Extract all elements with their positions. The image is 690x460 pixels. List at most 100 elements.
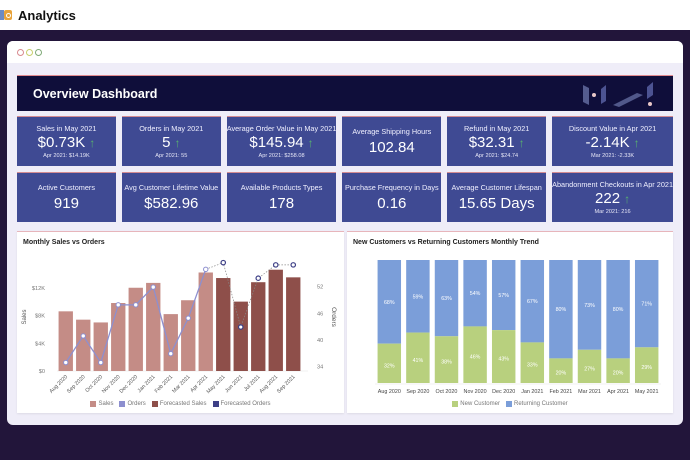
returning-customer-bar (634, 260, 659, 348)
new-pct-label: 20% (556, 371, 567, 377)
kpi-card: Average Shipping Hours 102.84 (342, 116, 442, 166)
legend-item[interactable]: Orders (119, 401, 146, 407)
x-tick-label: Mar 2021 (171, 374, 191, 394)
kpi-title: Avg Customer Lifetime Value (124, 182, 219, 192)
new-customer-bar (520, 342, 545, 383)
kpi-value-row: $32.31 ↑ (469, 134, 525, 152)
minimize-window-button[interactable] (26, 48, 33, 56)
kpi-comparison: Apr 2021: 55 (155, 153, 188, 159)
x-tick-label: Sep 2020 (66, 374, 87, 395)
maximize-window-button[interactable] (35, 48, 42, 56)
new-pct-label: 20% (613, 371, 624, 377)
kpi-card: Available Products Types 178 (226, 172, 337, 222)
y-tick-label: $0 (39, 369, 45, 375)
kpi-card: Avg Customer Lifetime Value $582.96 (121, 172, 221, 222)
returning-customer-bar (434, 260, 459, 337)
kpi-value-row: 15.65 Days (459, 195, 535, 213)
window-toolbar (7, 41, 683, 63)
orders-point (80, 333, 86, 339)
chart-legend: New Customer Returning Customer (347, 401, 673, 407)
returning-pct-label: 71% (641, 302, 652, 308)
new-customer-bar (377, 343, 402, 383)
kpi-title: Available Products Types (240, 182, 323, 192)
kpi-title: Discount Value in Apr 2021 (568, 124, 657, 133)
kpi-card: Refund in May 2021 $32.31 ↑ Apr 2021: $24.7… (447, 116, 547, 166)
kpi-card: Orders in May 2021 5 ↑ Apr 2021: 55 (121, 116, 221, 166)
chart-title: New Customers vs Returning Customers Mon… (353, 239, 539, 246)
forecast-orders-point (272, 262, 279, 268)
y2-tick-label: 52 (317, 285, 323, 291)
x-tick-label: Apr 2021 (607, 389, 629, 395)
returning-customer-bar (377, 260, 402, 344)
forecast-orders-line (205, 262, 294, 329)
legend-item[interactable]: Returning Customer (505, 401, 568, 407)
new-customer-bar (549, 358, 573, 383)
kpi-value: 222 (595, 190, 621, 207)
y2-tick-label: 34 (317, 365, 323, 371)
new-pct-label: 41% (413, 358, 424, 364)
returning-customer-bar (406, 260, 430, 333)
kpi-value: $582.96 (144, 194, 199, 212)
returning-customer-bar (520, 260, 545, 343)
returning-pct-label: 73% (584, 303, 595, 309)
sales-bar (128, 287, 143, 371)
sales-bar (76, 319, 91, 371)
returning-customer-bar (577, 260, 602, 350)
returning-pct-label: 54% (470, 291, 481, 297)
new-customer-bar (577, 349, 602, 383)
new-pct-label: 33% (527, 363, 538, 369)
forecast-sales-bar (216, 278, 231, 371)
kpi-comparison: Apr 2021: $14.19K (43, 153, 90, 159)
kpi-title: Refund in May 2021 (464, 124, 530, 133)
brand-logo-icon (583, 82, 653, 107)
customers-trend-chart: 68% 32% Aug 2020 59% 41% Sep 2020 63% 38% Oct 20… (375, 260, 661, 395)
app-titlebar: Analytics (0, 0, 690, 30)
kpi-value-row: 0.16 (377, 195, 406, 213)
trend-up-arrow-icon: ↑ (174, 136, 181, 150)
y2-axis-label: Orders (330, 307, 337, 328)
trend-up-arrow-icon: ↑ (518, 136, 525, 150)
returning-customer-bar (606, 260, 630, 359)
dashboard-window: Overview Dashboard Sales in May 2021 $0.7… (7, 41, 683, 425)
orders-point (150, 284, 156, 290)
kpi-value: 15.65 Days (458, 194, 535, 212)
legend-item[interactable]: Forecasted Orders (212, 401, 271, 407)
new-pct-label: 38% (441, 360, 452, 366)
orders-point (168, 350, 174, 357)
returning-pct-label: 68% (384, 300, 395, 306)
sales-bar (163, 314, 178, 371)
orders-point (133, 302, 139, 308)
legend-item[interactable]: New Customer (452, 401, 500, 407)
x-tick-label: Aug 2020 (378, 389, 401, 395)
legend-label: Sales (98, 401, 114, 407)
orders-point (185, 315, 191, 321)
kpi-value-row: 222 ↑ (595, 190, 630, 208)
legend-item[interactable]: Forecasted Sales (151, 401, 207, 407)
returning-customer-bar (549, 260, 573, 359)
sales-bar (146, 282, 161, 371)
kpi-title: Active Customers (37, 182, 96, 192)
dashboard-title: Overview Dashboard (33, 86, 158, 101)
chart-legend: Sales Orders Forecasted Sales Forecasted Or… (17, 401, 344, 407)
new-pct-label: 29% (641, 365, 652, 371)
x-tick-label: Sep 2020 (406, 389, 429, 395)
legend-label: Forecasted Orders (220, 401, 271, 407)
kpi-value: 919 (53, 194, 79, 212)
legend-swatch (212, 401, 219, 407)
x-tick-label: Feb 2021 (550, 389, 573, 395)
kpi-value-row: 5 ↑ (162, 134, 180, 152)
x-tick-label: May 2021 (206, 374, 227, 395)
forecast-sales-bar (251, 282, 266, 371)
y-axis-label: Sales (22, 309, 28, 324)
orders-point (115, 302, 121, 308)
legend-label: Orders (127, 401, 146, 407)
close-window-button[interactable] (17, 48, 24, 56)
forecast-orders-point (290, 262, 297, 268)
new-pct-label: 27% (584, 366, 595, 372)
legend-item[interactable]: Sales (90, 401, 113, 407)
legend-swatch (119, 401, 126, 407)
kpi-value-row: $582.96 (144, 195, 198, 213)
new-customer-bar (463, 326, 487, 383)
x-tick-label: Dec 2020 (492, 389, 515, 395)
x-tick-label: Nov 2020 (464, 389, 487, 395)
